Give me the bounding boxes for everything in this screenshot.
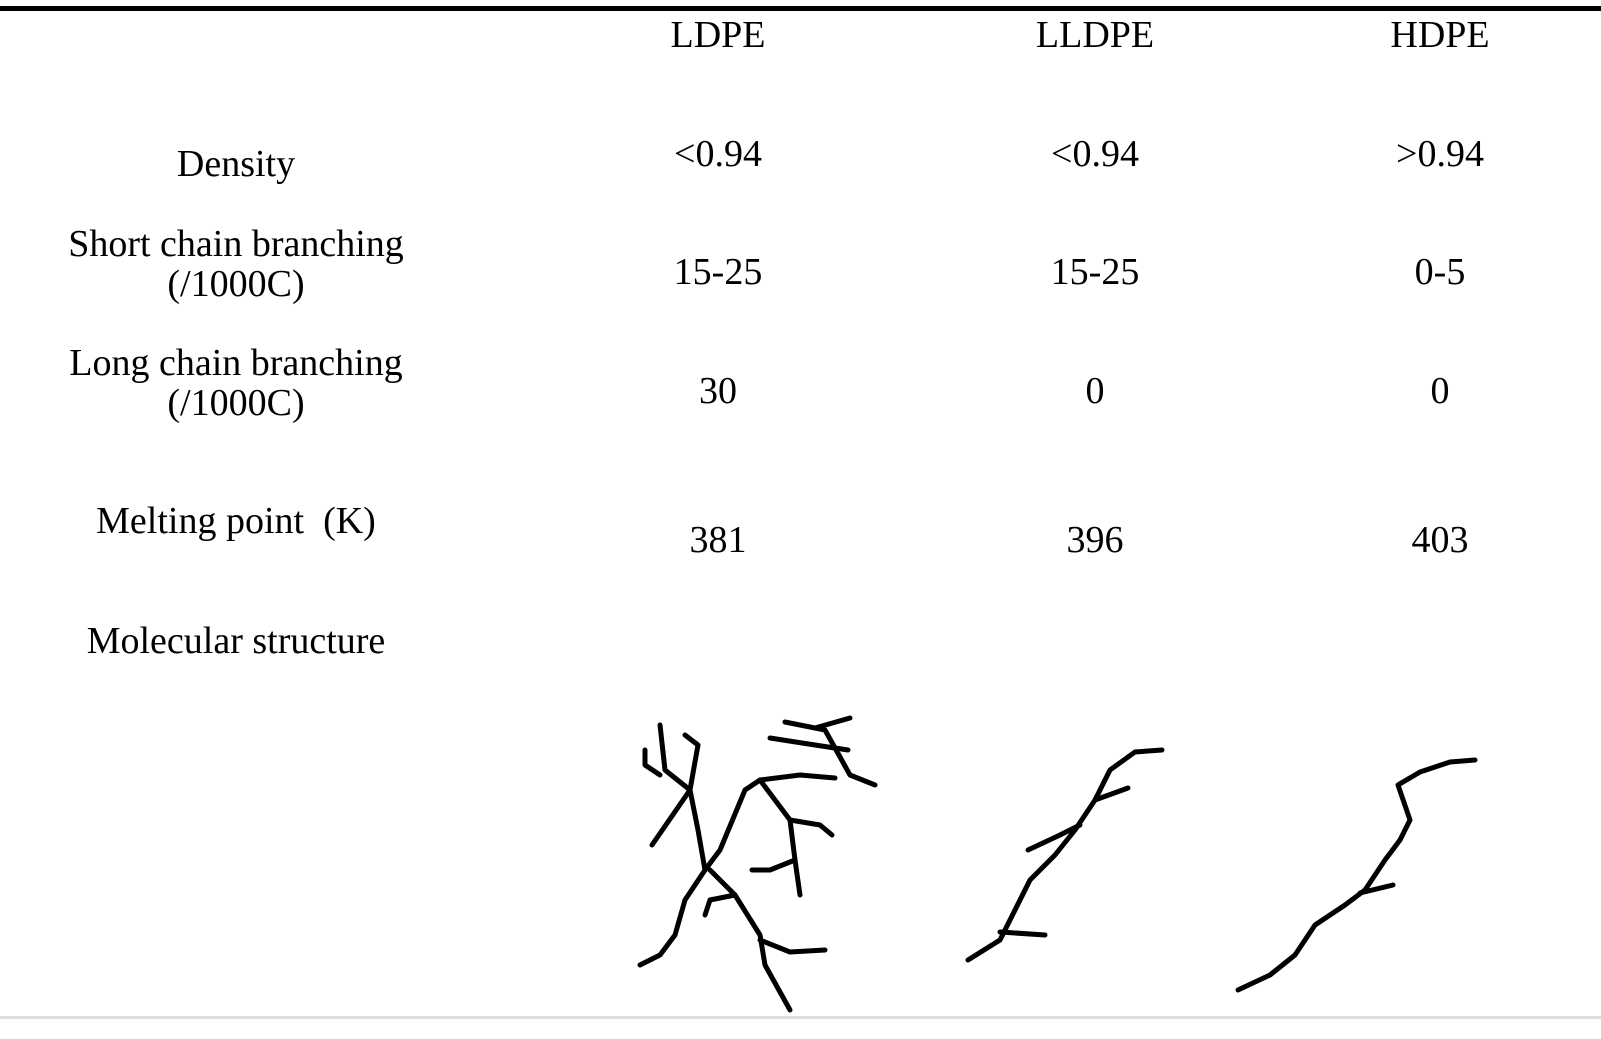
column-header: HDPE	[1390, 14, 1489, 56]
ldpe-structure	[640, 718, 875, 1010]
row-label: (/1000C)	[167, 382, 304, 424]
cell: <0.94	[1051, 133, 1139, 175]
top-rule	[0, 6, 1601, 11]
column-header: LDPE	[671, 14, 766, 56]
row-label: Density	[177, 143, 295, 185]
bottom-rule	[0, 1016, 1601, 1019]
cell: 0-5	[1415, 251, 1466, 293]
row-label: (/1000C)	[167, 263, 304, 305]
row-label: Melting point (K)	[96, 500, 376, 542]
cell: >0.94	[1396, 133, 1484, 175]
cell: 0	[1431, 370, 1450, 412]
cell: 396	[1067, 519, 1124, 561]
lldpe-structure	[968, 750, 1162, 960]
cell: 15-25	[1051, 251, 1140, 293]
row-label: Short chain branching	[68, 223, 404, 265]
cell: 0	[1086, 370, 1105, 412]
cell: 30	[699, 370, 737, 412]
column-header: LLDPE	[1036, 14, 1154, 56]
document: LDPE LLDPE HDPE Density <0.94 <0.94 >0.94 Short…	[0, 0, 1601, 1039]
row-label: Long chain branching	[69, 342, 402, 384]
cell: 15-25	[674, 251, 763, 293]
cell: <0.94	[674, 133, 762, 175]
row-label: Molecular structure	[87, 620, 386, 662]
hdpe-structure	[1238, 760, 1475, 990]
cell: 381	[690, 519, 747, 561]
cell: 403	[1412, 519, 1469, 561]
